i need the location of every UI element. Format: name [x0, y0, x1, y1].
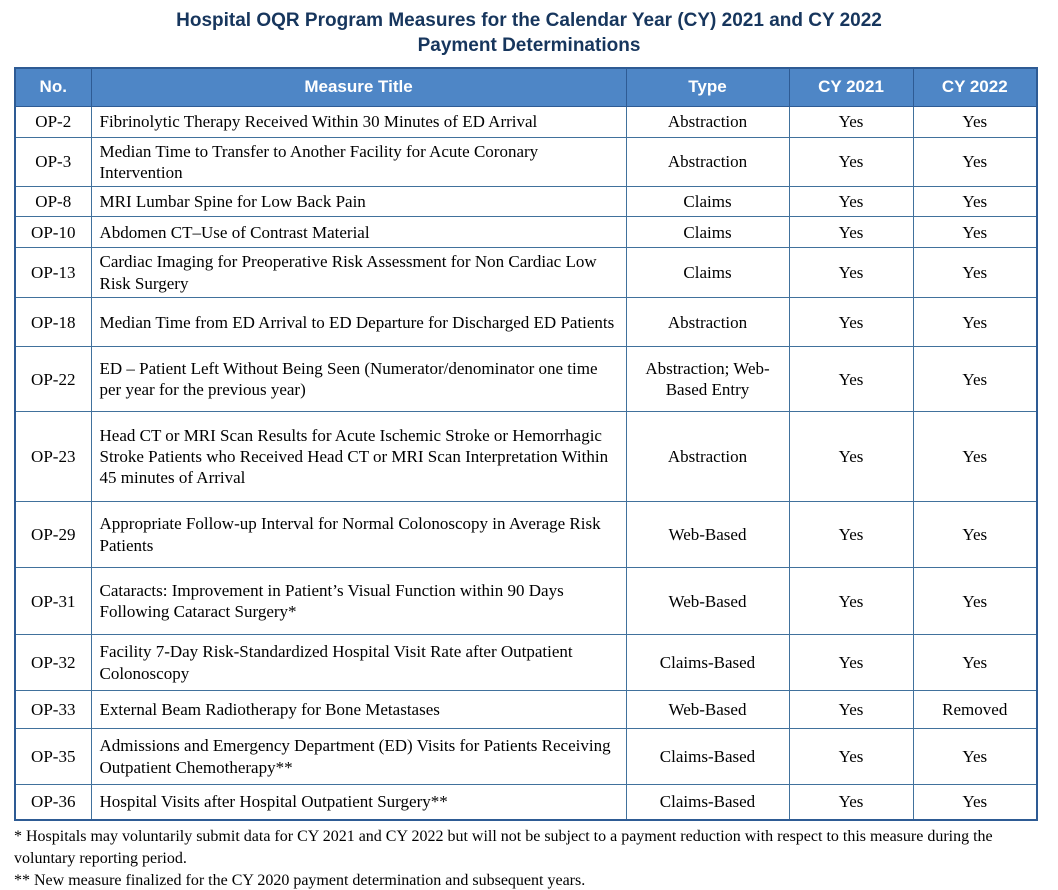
cy2021-status: Yes	[788, 216, 914, 249]
measure-no: OP-32	[14, 634, 92, 692]
measure-no: OP-33	[14, 690, 92, 730]
measure-no: OP-3	[14, 136, 92, 188]
table-row: OP-23 Head CT or MRI Scan Results for Ac…	[14, 411, 1038, 503]
measure-no: OP-10	[14, 216, 92, 249]
cy2022-status: Yes	[912, 216, 1038, 249]
cy2022-status: Yes	[912, 297, 1038, 348]
footnotes: * Hospitals may voluntarily submit data …	[14, 826, 1048, 890]
cy2022-status: Yes	[912, 105, 1038, 138]
cy2022-status: Yes	[912, 186, 1038, 218]
measure-no: OP-31	[14, 567, 92, 636]
cy2021-status: Yes	[788, 728, 914, 786]
measure-title: MRI Lumbar Spine for Low Back Pain	[90, 186, 627, 218]
measure-title: Facility 7-Day Risk-Standardized Hospita…	[90, 634, 627, 692]
measure-no: OP-13	[14, 247, 92, 299]
table-row: OP-33 External Beam Radiotherapy for Bon…	[14, 690, 1038, 730]
column-header-measure-title: Measure Title	[90, 67, 627, 107]
column-header-type: Type	[625, 67, 790, 107]
measure-title: Median Time to Transfer to Another Facil…	[90, 136, 627, 188]
measure-type: Web-Based	[625, 501, 790, 569]
measure-type: Claims-Based	[625, 728, 790, 786]
measure-title: Hospital Visits after Hospital Outpatien…	[90, 784, 627, 821]
measure-type: Abstraction	[625, 136, 790, 188]
cy2022-status: Yes	[912, 567, 1038, 636]
cy2022-status: Yes	[912, 501, 1038, 569]
measure-no: OP-8	[14, 186, 92, 218]
measure-title: Appropriate Follow-up Interval for Norma…	[90, 501, 627, 569]
footnote-voluntary-reporting: * Hospitals may voluntarily submit data …	[14, 827, 993, 867]
measures-table: No. Measure Title Type CY 2021 CY 2022 O…	[14, 67, 1038, 821]
cy2021-status: Yes	[788, 690, 914, 730]
measure-no: OP-36	[14, 784, 92, 821]
table-row: OP-31 Cataracts: Improvement in Patient’…	[14, 567, 1038, 636]
page-title-line2: Payment Determinations	[417, 35, 641, 57]
measure-no: OP-22	[14, 346, 92, 413]
measure-title: Head CT or MRI Scan Results for Acute Is…	[90, 411, 627, 503]
table-row: OP-32 Facility 7-Day Risk-Standardized H…	[14, 634, 1038, 692]
cy2021-status: Yes	[788, 501, 914, 569]
cy2021-status: Yes	[788, 247, 914, 299]
measure-type: Web-Based	[625, 690, 790, 730]
measure-type: Abstraction	[625, 105, 790, 138]
cy2022-status: Yes	[912, 784, 1038, 821]
measure-type: Claims	[625, 216, 790, 249]
measure-title: ED – Patient Left Without Being Seen (Nu…	[90, 346, 627, 413]
measure-type: Claims-Based	[625, 784, 790, 821]
cy2021-status: Yes	[788, 567, 914, 636]
page-title-line1: Hospital OQR Program Measures for the Ca…	[176, 10, 882, 31]
measure-title: Median Time from ED Arrival to ED Depart…	[90, 297, 627, 348]
column-header-no: No.	[14, 67, 92, 107]
cy2022-status: Yes	[912, 728, 1038, 786]
cy2022-status: Yes	[912, 247, 1038, 299]
measure-title: External Beam Radiotherapy for Bone Meta…	[90, 690, 627, 730]
cy2021-status: Yes	[788, 297, 914, 348]
cy2021-status: Yes	[788, 784, 914, 821]
table-row: OP-8 MRI Lumbar Spine for Low Back Pain …	[14, 186, 1038, 218]
table-row: OP-13 Cardiac Imaging for Preoperative R…	[14, 247, 1038, 299]
measure-type: Claims-Based	[625, 634, 790, 692]
table-row: OP-29 Appropriate Follow-up Interval for…	[14, 501, 1038, 569]
measure-no: OP-29	[14, 501, 92, 569]
cy2022-status: Yes	[912, 411, 1038, 503]
measure-title: Cardiac Imaging for Preoperative Risk As…	[90, 247, 627, 299]
cy2021-status: Yes	[788, 186, 914, 218]
measure-type: Abstraction; Web-Based Entry	[625, 346, 790, 413]
column-header-cy2021: CY 2021	[788, 67, 914, 107]
measure-title: Fibrinolytic Therapy Received Within 30 …	[90, 105, 627, 138]
cy2022-status: Removed	[912, 690, 1038, 730]
table-row: OP-35 Admissions and Emergency Departmen…	[14, 728, 1038, 786]
measure-title: Abdomen CT–Use of Contrast Material	[90, 216, 627, 249]
table-header-row: No. Measure Title Type CY 2021 CY 2022	[14, 67, 1038, 107]
cy2021-status: Yes	[788, 105, 914, 138]
cy2022-status: Yes	[912, 346, 1038, 413]
measure-title: Cataracts: Improvement in Patient’s Visu…	[90, 567, 627, 636]
measure-no: OP-23	[14, 411, 92, 503]
column-header-cy2022: CY 2022	[912, 67, 1038, 107]
table-row: OP-10 Abdomen CT–Use of Contrast Materia…	[14, 216, 1038, 249]
measure-no: OP-2	[14, 105, 92, 138]
table-row: OP-3 Median Time to Transfer to Another …	[14, 136, 1038, 188]
cy2021-status: Yes	[788, 634, 914, 692]
measure-type: Abstraction	[625, 297, 790, 348]
cy2022-status: Yes	[912, 136, 1038, 188]
table-row: OP-36 Hospital Visits after Hospital Out…	[14, 784, 1038, 821]
measure-type: Abstraction	[625, 411, 790, 503]
measure-no: OP-35	[14, 728, 92, 786]
table-row: OP-2 Fibrinolytic Therapy Received Withi…	[14, 105, 1038, 138]
cy2021-status: Yes	[788, 346, 914, 413]
cy2021-status: Yes	[788, 136, 914, 188]
table-row: OP-18 Median Time from ED Arrival to ED …	[14, 297, 1038, 348]
measure-type: Claims	[625, 186, 790, 218]
measure-type: Web-Based	[625, 567, 790, 636]
page-title: Hospital OQR Program Measures for the Ca…	[0, 0, 1058, 58]
measure-type: Claims	[625, 247, 790, 299]
cy2021-status: Yes	[788, 411, 914, 503]
table-row: OP-22 ED – Patient Left Without Being Se…	[14, 346, 1038, 413]
measure-title: Admissions and Emergency Department (ED)…	[90, 728, 627, 786]
footnote-new-measure: ** New measure finalized for the CY 2020…	[14, 871, 586, 889]
cy2022-status: Yes	[912, 634, 1038, 692]
measure-no: OP-18	[14, 297, 92, 348]
